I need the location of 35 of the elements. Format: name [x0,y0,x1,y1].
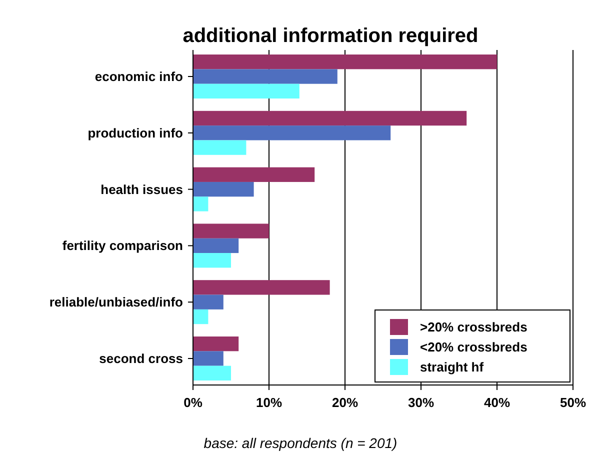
bar [193,69,338,84]
legend-label: <20% crossbreds [420,340,528,355]
legend-label: straight hf [420,360,484,375]
bar [193,309,208,324]
y-tick-label: reliable/unbiased/info [49,294,184,310]
bar [193,84,300,98]
bar [193,182,254,197]
x-tick-label: 50% [560,395,586,410]
y-tick-label: health issues [100,182,183,197]
bar [193,140,246,155]
bar [193,294,224,310]
bar [193,110,467,126]
bar [193,336,239,352]
bar [193,126,391,140]
x-tick-label: 20% [332,395,358,410]
legend-label: >20% crossbreds [420,320,528,335]
y-tick-label: production info [88,125,184,140]
y-tick-label: second cross [99,351,183,366]
y-tick-label: fertility comparison [62,238,184,254]
bar [193,253,231,268]
x-tick-label: 10% [256,395,282,410]
y-tick-label: economic info [94,69,184,84]
bar [193,280,330,295]
x-tick-label: 30% [408,395,434,410]
x-tick-label: 40% [484,395,510,410]
bar [193,196,208,212]
x-tick-label: 0% [184,395,203,410]
bar [193,224,269,238]
bar [193,351,224,366]
bar [193,238,239,254]
bar [193,167,315,182]
text: base: all respondents (n = 201) [204,435,398,451]
bar [193,54,497,70]
chart-title: additional information required [182,25,478,47]
bar [193,366,231,380]
